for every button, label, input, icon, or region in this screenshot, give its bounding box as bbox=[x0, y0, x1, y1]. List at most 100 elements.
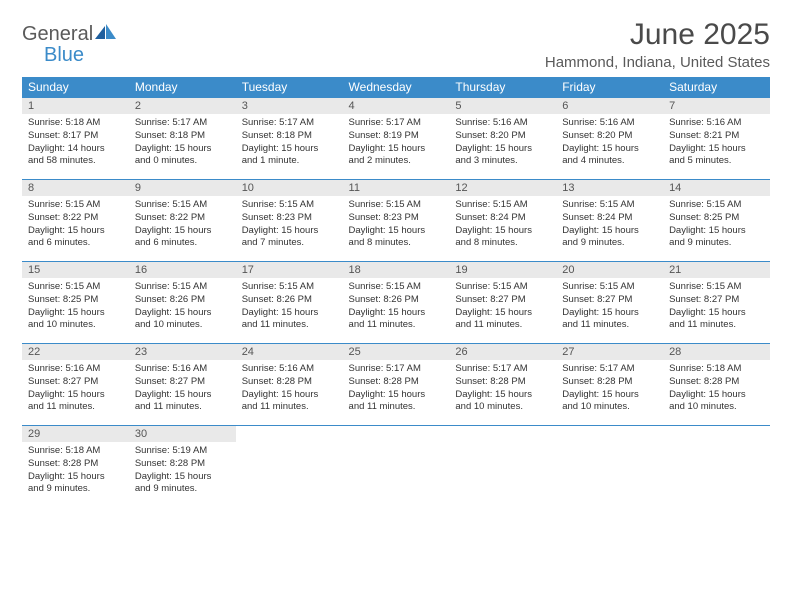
weekday-header-row: SundayMondayTuesdayWednesdayThursdayFrid… bbox=[22, 77, 770, 98]
day-body: Sunrise: 5:15 AMSunset: 8:22 PMDaylight:… bbox=[22, 196, 129, 254]
day-number: 11 bbox=[343, 180, 450, 196]
day-number: 23 bbox=[129, 344, 236, 360]
day-number: 16 bbox=[129, 262, 236, 278]
day-number: 26 bbox=[449, 344, 556, 360]
daylight-line: Daylight: 15 hours and 11 minutes. bbox=[349, 307, 426, 331]
calendar-day-cell bbox=[556, 426, 663, 508]
logo-text-2: Blue bbox=[22, 45, 117, 66]
day-number: 24 bbox=[236, 344, 343, 360]
calendar-day-cell: 9Sunrise: 5:15 AMSunset: 8:22 PMDaylight… bbox=[129, 180, 236, 262]
daylight-line: Daylight: 15 hours and 10 minutes. bbox=[562, 389, 639, 413]
sunrise-line: Sunrise: 5:16 AM bbox=[455, 117, 527, 128]
sunset-line: Sunset: 8:22 PM bbox=[28, 212, 98, 223]
sunrise-line: Sunrise: 5:16 AM bbox=[135, 363, 207, 374]
daylight-line: Daylight: 15 hours and 9 minutes. bbox=[562, 225, 639, 249]
calendar-day-cell: 2Sunrise: 5:17 AMSunset: 8:18 PMDaylight… bbox=[129, 98, 236, 180]
sunrise-line: Sunrise: 5:17 AM bbox=[349, 117, 421, 128]
sunrise-line: Sunrise: 5:17 AM bbox=[242, 117, 314, 128]
calendar-day-cell: 21Sunrise: 5:15 AMSunset: 8:27 PMDayligh… bbox=[663, 262, 770, 344]
calendar-week-row: 1Sunrise: 5:18 AMSunset: 8:17 PMDaylight… bbox=[22, 98, 770, 180]
sunrise-line: Sunrise: 5:17 AM bbox=[135, 117, 207, 128]
sunrise-line: Sunrise: 5:15 AM bbox=[242, 281, 314, 292]
sunrise-line: Sunrise: 5:16 AM bbox=[669, 117, 741, 128]
day-body: Sunrise: 5:17 AMSunset: 8:28 PMDaylight:… bbox=[343, 360, 450, 418]
sunset-line: Sunset: 8:27 PM bbox=[562, 294, 632, 305]
calendar-day-cell: 24Sunrise: 5:16 AMSunset: 8:28 PMDayligh… bbox=[236, 344, 343, 426]
sunset-line: Sunset: 8:20 PM bbox=[562, 130, 632, 141]
sunset-line: Sunset: 8:24 PM bbox=[455, 212, 525, 223]
sunset-line: Sunset: 8:21 PM bbox=[669, 130, 739, 141]
day-number: 28 bbox=[663, 344, 770, 360]
sunrise-line: Sunrise: 5:17 AM bbox=[562, 363, 634, 374]
day-body: Sunrise: 5:15 AMSunset: 8:26 PMDaylight:… bbox=[129, 278, 236, 336]
sunset-line: Sunset: 8:19 PM bbox=[349, 130, 419, 141]
calendar-day-cell: 16Sunrise: 5:15 AMSunset: 8:26 PMDayligh… bbox=[129, 262, 236, 344]
day-body: Sunrise: 5:15 AMSunset: 8:22 PMDaylight:… bbox=[129, 196, 236, 254]
sunrise-line: Sunrise: 5:15 AM bbox=[28, 199, 100, 210]
day-body: Sunrise: 5:18 AMSunset: 8:28 PMDaylight:… bbox=[22, 442, 129, 500]
daylight-line: Daylight: 15 hours and 11 minutes. bbox=[562, 307, 639, 331]
weekday-header: Wednesday bbox=[343, 77, 450, 98]
daylight-line: Daylight: 15 hours and 7 minutes. bbox=[242, 225, 319, 249]
sunrise-line: Sunrise: 5:18 AM bbox=[28, 117, 100, 128]
sunset-line: Sunset: 8:25 PM bbox=[28, 294, 98, 305]
daylight-line: Daylight: 15 hours and 11 minutes. bbox=[28, 389, 105, 413]
weekday-header: Monday bbox=[129, 77, 236, 98]
calendar-day-cell: 26Sunrise: 5:17 AMSunset: 8:28 PMDayligh… bbox=[449, 344, 556, 426]
day-number: 6 bbox=[556, 98, 663, 114]
calendar-week-row: 22Sunrise: 5:16 AMSunset: 8:27 PMDayligh… bbox=[22, 344, 770, 426]
calendar-day-cell bbox=[236, 426, 343, 508]
sunset-line: Sunset: 8:24 PM bbox=[562, 212, 632, 223]
day-number: 13 bbox=[556, 180, 663, 196]
calendar-day-cell: 30Sunrise: 5:19 AMSunset: 8:28 PMDayligh… bbox=[129, 426, 236, 508]
day-number: 22 bbox=[22, 344, 129, 360]
day-body: Sunrise: 5:15 AMSunset: 8:27 PMDaylight:… bbox=[449, 278, 556, 336]
day-body: Sunrise: 5:19 AMSunset: 8:28 PMDaylight:… bbox=[129, 442, 236, 500]
sunrise-line: Sunrise: 5:15 AM bbox=[349, 281, 421, 292]
day-number: 4 bbox=[343, 98, 450, 114]
day-number: 9 bbox=[129, 180, 236, 196]
calendar-week-row: 29Sunrise: 5:18 AMSunset: 8:28 PMDayligh… bbox=[22, 426, 770, 508]
day-number: 7 bbox=[663, 98, 770, 114]
daylight-line: Daylight: 15 hours and 6 minutes. bbox=[135, 225, 212, 249]
sunrise-line: Sunrise: 5:15 AM bbox=[562, 199, 634, 210]
day-body: Sunrise: 5:15 AMSunset: 8:25 PMDaylight:… bbox=[22, 278, 129, 336]
sunset-line: Sunset: 8:26 PM bbox=[242, 294, 312, 305]
day-body: Sunrise: 5:15 AMSunset: 8:26 PMDaylight:… bbox=[236, 278, 343, 336]
logo-text-1: General bbox=[22, 24, 93, 45]
calendar-day-cell: 18Sunrise: 5:15 AMSunset: 8:26 PMDayligh… bbox=[343, 262, 450, 344]
location: Hammond, Indiana, United States bbox=[545, 54, 770, 71]
calendar-day-cell: 12Sunrise: 5:15 AMSunset: 8:24 PMDayligh… bbox=[449, 180, 556, 262]
daylight-line: Daylight: 15 hours and 11 minutes. bbox=[349, 389, 426, 413]
day-body: Sunrise: 5:16 AMSunset: 8:20 PMDaylight:… bbox=[449, 114, 556, 172]
calendar-week-row: 8Sunrise: 5:15 AMSunset: 8:22 PMDaylight… bbox=[22, 180, 770, 262]
sunrise-line: Sunrise: 5:15 AM bbox=[135, 199, 207, 210]
day-body: Sunrise: 5:17 AMSunset: 8:18 PMDaylight:… bbox=[129, 114, 236, 172]
day-body: Sunrise: 5:15 AMSunset: 8:25 PMDaylight:… bbox=[663, 196, 770, 254]
sunrise-line: Sunrise: 5:16 AM bbox=[242, 363, 314, 374]
weekday-header: Sunday bbox=[22, 77, 129, 98]
sunset-line: Sunset: 8:25 PM bbox=[669, 212, 739, 223]
weekday-header: Tuesday bbox=[236, 77, 343, 98]
day-body: Sunrise: 5:15 AMSunset: 8:26 PMDaylight:… bbox=[343, 278, 450, 336]
sunset-line: Sunset: 8:27 PM bbox=[669, 294, 739, 305]
day-body: Sunrise: 5:15 AMSunset: 8:23 PMDaylight:… bbox=[236, 196, 343, 254]
calendar-day-cell: 23Sunrise: 5:16 AMSunset: 8:27 PMDayligh… bbox=[129, 344, 236, 426]
day-number: 12 bbox=[449, 180, 556, 196]
calendar-day-cell: 17Sunrise: 5:15 AMSunset: 8:26 PMDayligh… bbox=[236, 262, 343, 344]
sunrise-line: Sunrise: 5:15 AM bbox=[349, 199, 421, 210]
calendar-day-cell: 1Sunrise: 5:18 AMSunset: 8:17 PMDaylight… bbox=[22, 98, 129, 180]
day-body: Sunrise: 5:17 AMSunset: 8:18 PMDaylight:… bbox=[236, 114, 343, 172]
sunset-line: Sunset: 8:28 PM bbox=[135, 458, 205, 469]
day-number: 27 bbox=[556, 344, 663, 360]
day-number: 15 bbox=[22, 262, 129, 278]
day-number: 5 bbox=[449, 98, 556, 114]
calendar-table: SundayMondayTuesdayWednesdayThursdayFrid… bbox=[22, 77, 770, 508]
daylight-line: Daylight: 15 hours and 9 minutes. bbox=[669, 225, 746, 249]
sunrise-line: Sunrise: 5:15 AM bbox=[669, 281, 741, 292]
day-body: Sunrise: 5:16 AMSunset: 8:28 PMDaylight:… bbox=[236, 360, 343, 418]
sunrise-line: Sunrise: 5:15 AM bbox=[242, 199, 314, 210]
daylight-line: Daylight: 15 hours and 9 minutes. bbox=[28, 471, 105, 495]
day-number: 10 bbox=[236, 180, 343, 196]
daylight-line: Daylight: 15 hours and 11 minutes. bbox=[135, 389, 212, 413]
